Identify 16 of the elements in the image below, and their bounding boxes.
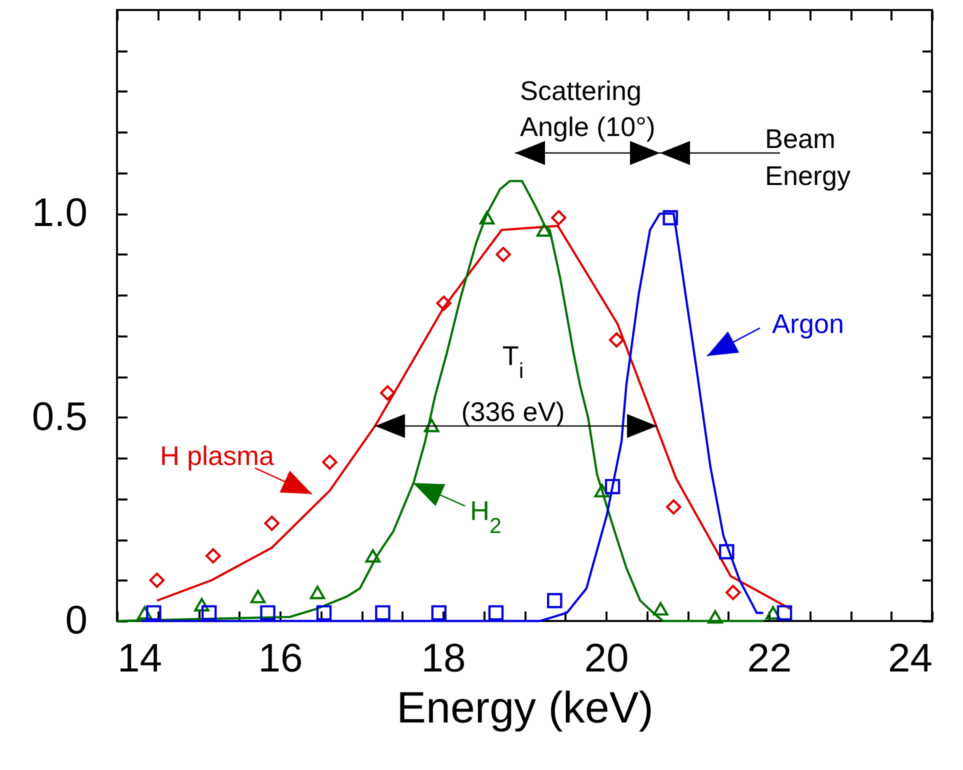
text: H$_{2}$: [470, 496, 502, 538]
legend-label: Argon: [772, 309, 844, 339]
y-tick-label: 0: [65, 598, 88, 642]
x-tick-label: 24: [888, 636, 932, 680]
x-tick-label: 16: [258, 636, 303, 680]
x-axis-title: Energy (keV): [396, 684, 654, 732]
annotation: T$_{i}$ (336 eV): [461, 341, 565, 427]
x-tick-label: 22: [747, 636, 792, 680]
series-label: H plasma: [160, 441, 276, 471]
x-tick-label: 20: [584, 636, 629, 680]
annotation: Beam Energy: [765, 124, 852, 191]
y-tick-label: 1.0: [32, 191, 88, 236]
y-tick-label: 0.5: [32, 394, 88, 439]
x-tick-label: 14: [118, 636, 162, 680]
x-tick-label: 18: [421, 636, 466, 680]
annotation: Scattering Angle (10°): [520, 76, 656, 142]
